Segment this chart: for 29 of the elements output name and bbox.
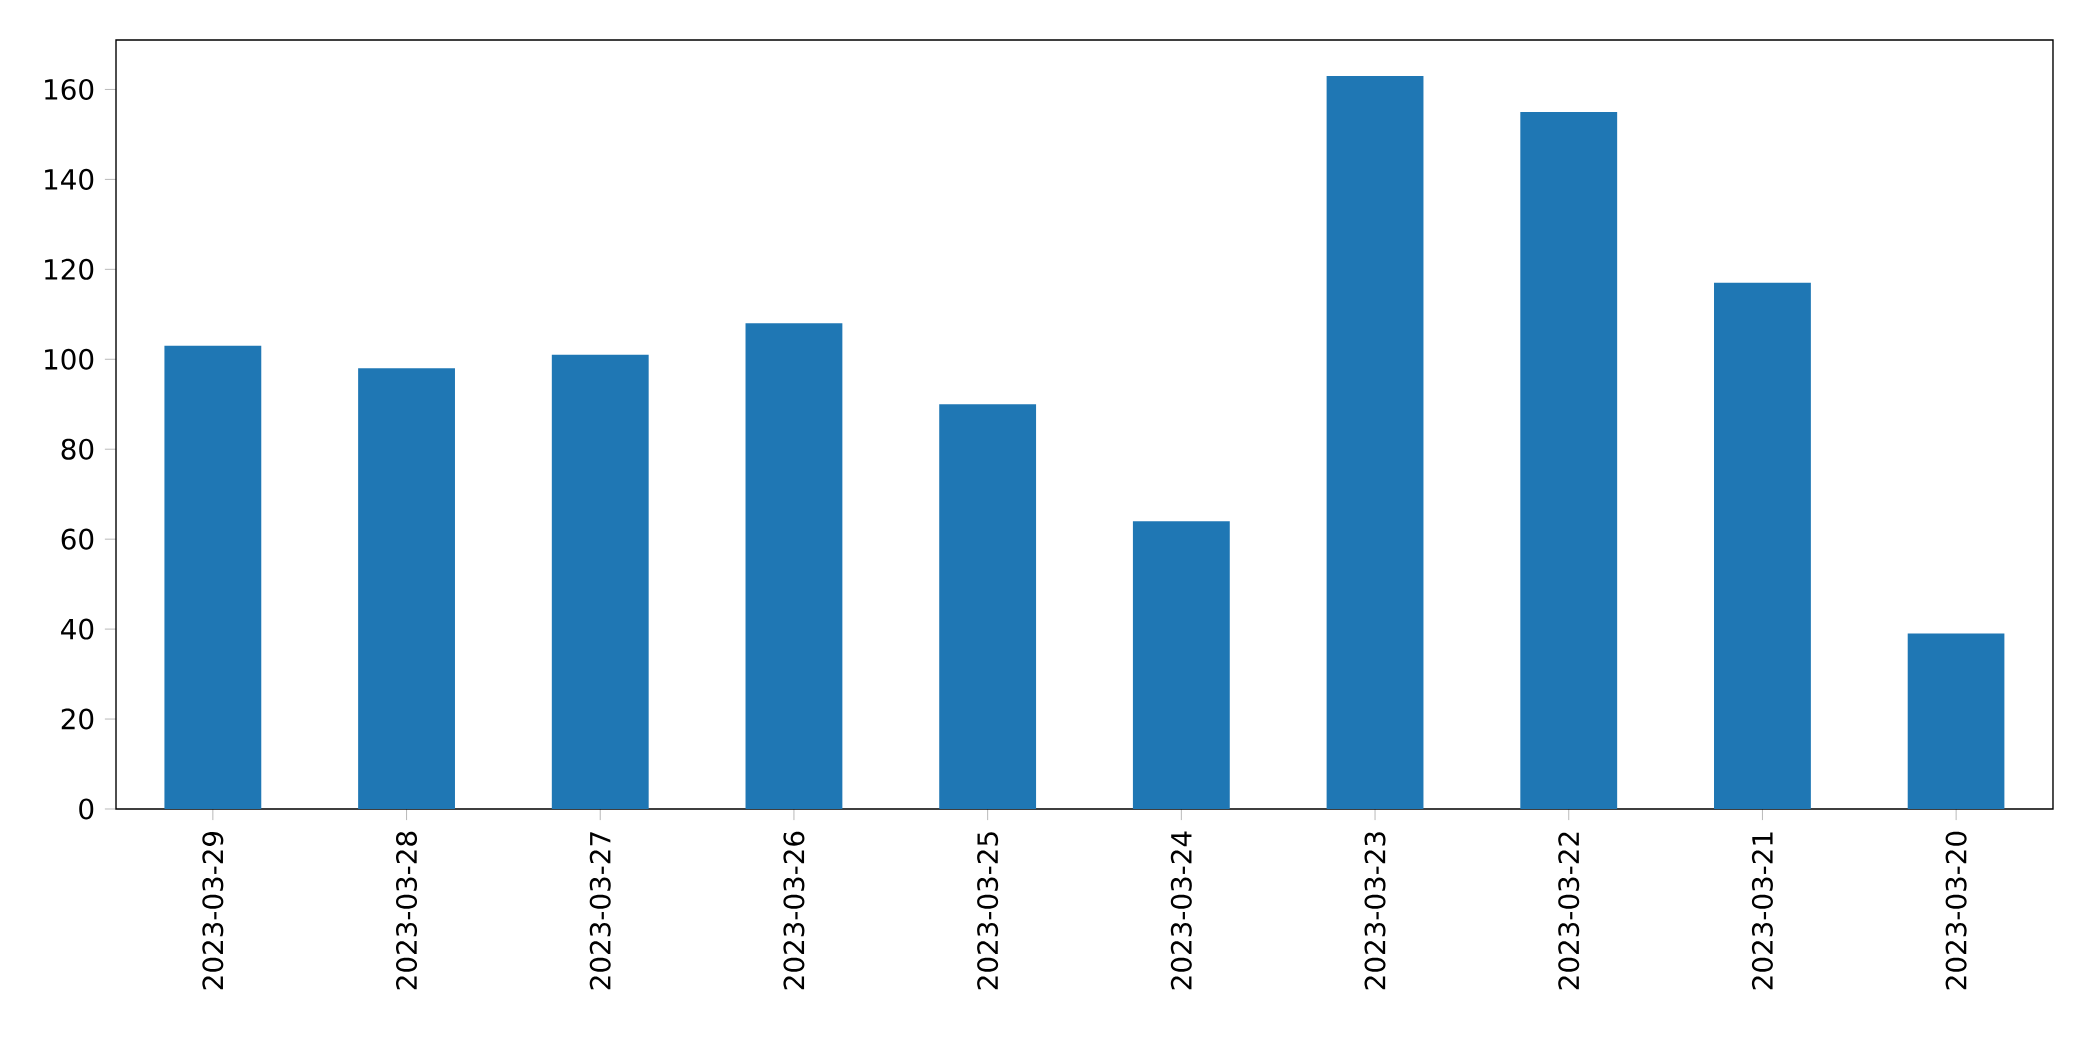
bar <box>939 404 1037 809</box>
x-tick-label: 2023-03-29 <box>202 831 224 990</box>
y-tick-label: 20 <box>61 708 94 730</box>
bar <box>1520 111 1618 809</box>
x-tick-label: 2023-03-23 <box>1364 832 1386 990</box>
bar <box>164 345 262 809</box>
x-tick-label: 2023-03-26 <box>783 831 805 990</box>
bar <box>1907 633 2005 809</box>
y-tick-label: 0 <box>79 798 94 820</box>
y-tick-label: 60 <box>61 528 94 550</box>
x-tick-label: 2023-03-20 <box>1945 831 1967 990</box>
bar <box>1326 75 1424 809</box>
x-tick-label: 2023-03-25 <box>977 832 999 990</box>
x-tick-label: 2023-03-27 <box>589 832 611 990</box>
bar <box>1132 521 1230 809</box>
bar <box>1714 282 1811 809</box>
x-tick-label: 2023-03-28 <box>396 831 418 990</box>
y-tick-label: 80 <box>61 438 94 460</box>
y-tick-label: 120 <box>45 258 94 280</box>
y-tick-label: 40 <box>61 618 94 640</box>
y-tick-label: 160 <box>45 78 94 100</box>
x-tick-label: 2023-03-21 <box>1751 832 1773 990</box>
x-tick-label: 2023-03-22 <box>1558 832 1580 990</box>
y-tick-label: 100 <box>45 348 94 370</box>
bar <box>745 323 843 809</box>
y-tick-label: 140 <box>45 168 94 190</box>
bar <box>358 368 455 809</box>
x-tick-label: 2023-03-24 <box>1170 831 1192 990</box>
bar <box>551 354 649 809</box>
